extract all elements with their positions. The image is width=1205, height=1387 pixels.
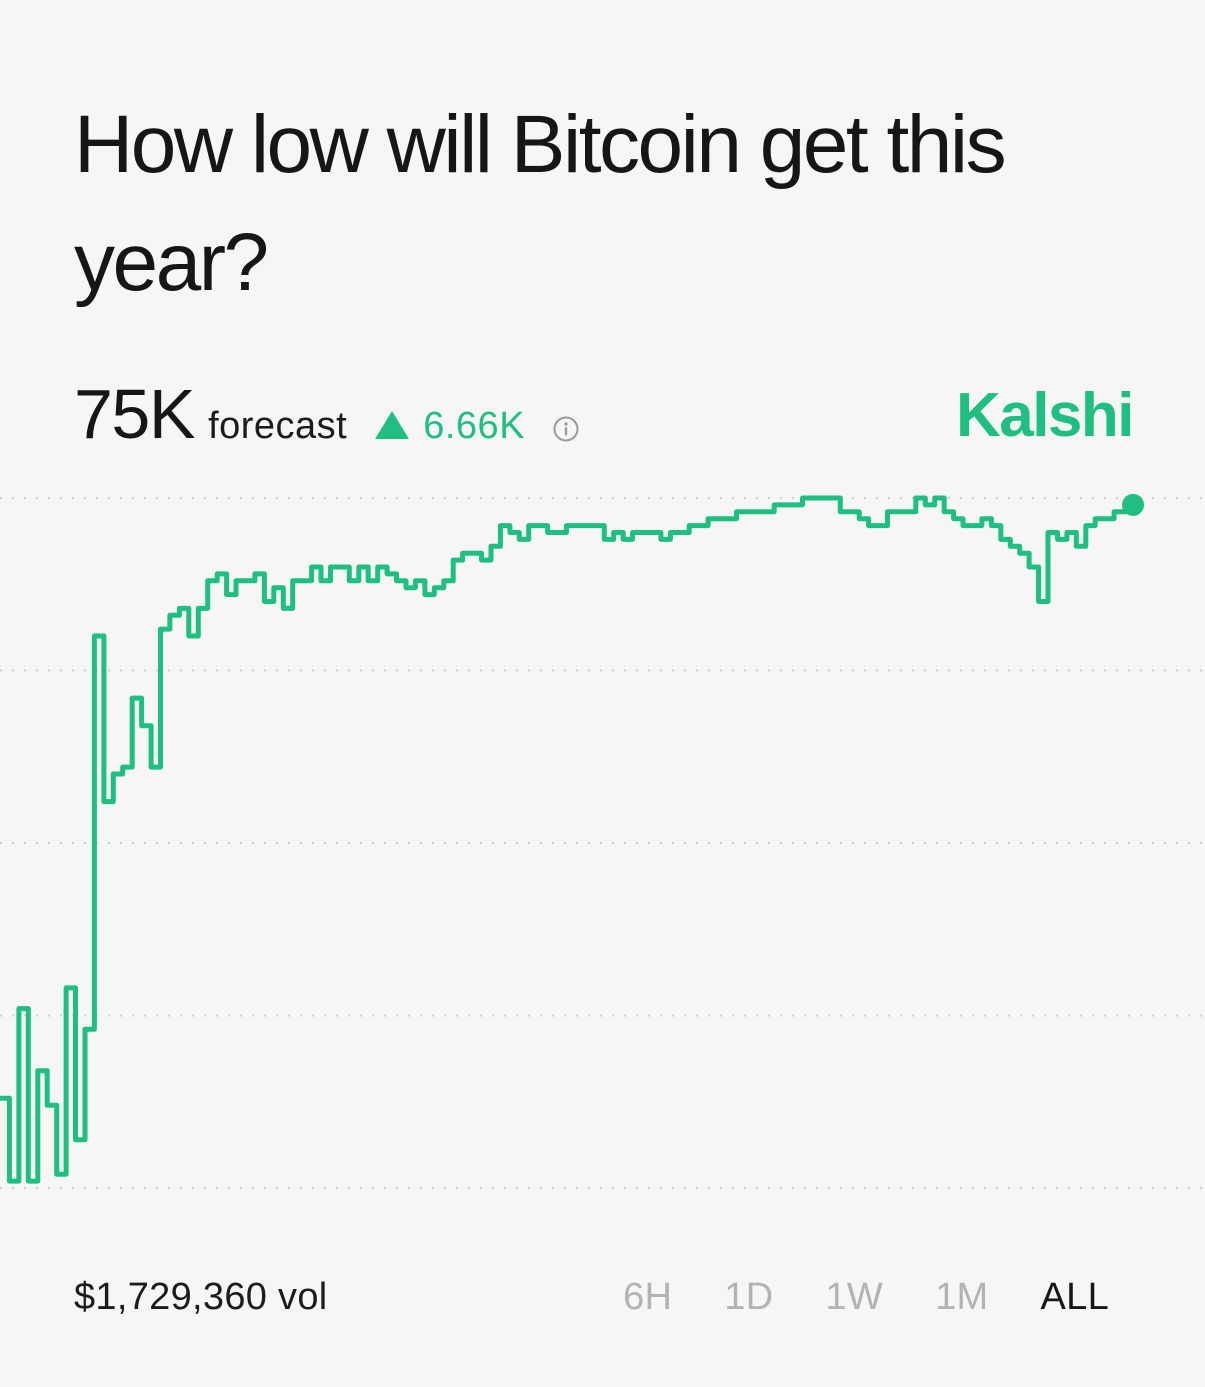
tab-1m[interactable]: 1M	[935, 1276, 989, 1318]
tab-all[interactable]: ALL	[1040, 1276, 1109, 1318]
forecast-summary: 75K forecast 6.66K	[74, 374, 579, 454]
last-point-marker	[1122, 493, 1144, 516]
forecast-value: 75K	[74, 375, 196, 453]
tab-1w[interactable]: 1W	[825, 1276, 884, 1318]
time-range-tabs: 6H 1D 1W 1M ALL	[571, 1276, 1109, 1319]
chart-grid	[0, 497, 1205, 1189]
chart-footer: $1,729,360 vol 6H 1D 1W 1M ALL	[0, 1270, 1205, 1330]
forecast-label: forecast	[208, 405, 348, 447]
page-title: How low will Bitcoin get this year?	[74, 99, 1007, 308]
volume-label: $1,729,360 vol	[74, 1276, 328, 1318]
forecast-change-value: 6.66K	[423, 405, 526, 447]
tab-1d[interactable]: 1D	[724, 1276, 774, 1318]
tab-6h[interactable]: 6H	[623, 1276, 673, 1318]
forecast-chart	[0, 493, 1205, 1189]
arrow-up-icon	[375, 411, 410, 439]
series-line	[0, 495, 1136, 1184]
forecast-change: 6.66K	[375, 405, 525, 448]
kalshi-logo: Kalshi	[955, 381, 1135, 450]
info-icon[interactable]	[553, 416, 579, 442]
